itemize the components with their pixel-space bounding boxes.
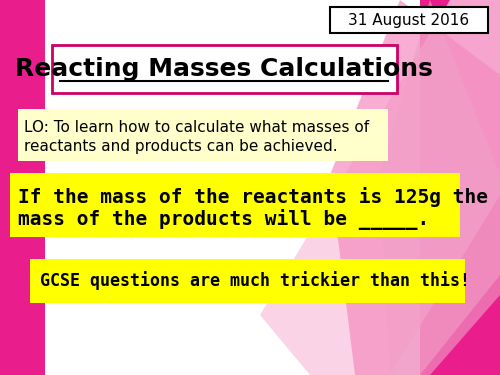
Text: GCSE questions are much trickier than this!: GCSE questions are much trickier than th… — [40, 272, 470, 291]
Polygon shape — [380, 0, 500, 375]
Polygon shape — [45, 0, 420, 375]
Text: Reacting Masses Calculations: Reacting Masses Calculations — [15, 57, 433, 81]
Text: If the mass of the reactants is 125g the: If the mass of the reactants is 125g the — [18, 187, 488, 207]
FancyBboxPatch shape — [18, 109, 388, 161]
FancyBboxPatch shape — [52, 45, 397, 93]
FancyBboxPatch shape — [30, 259, 465, 303]
Polygon shape — [420, 0, 500, 375]
Text: mass of the products will be _____.: mass of the products will be _____. — [18, 210, 429, 231]
Text: LO: To learn how to calculate what masses of: LO: To learn how to calculate what masse… — [24, 120, 369, 135]
Text: 31 August 2016: 31 August 2016 — [348, 12, 470, 27]
Polygon shape — [0, 0, 45, 375]
Polygon shape — [330, 0, 500, 375]
Text: reactants and products can be achieved.: reactants and products can be achieved. — [24, 140, 338, 154]
FancyBboxPatch shape — [330, 7, 488, 33]
FancyBboxPatch shape — [10, 173, 460, 237]
Polygon shape — [260, 0, 500, 375]
